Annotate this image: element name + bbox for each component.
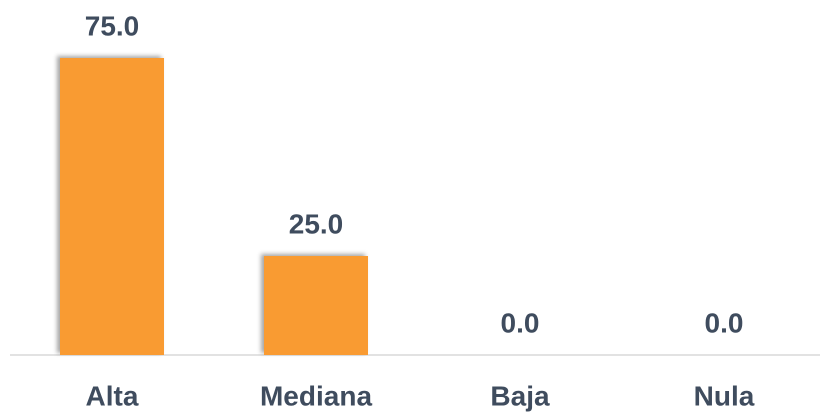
x-tick-label: Alta: [86, 380, 139, 411]
value-label: 0.0: [705, 307, 744, 338]
bar: [60, 58, 164, 355]
value-label: 75.0: [85, 10, 140, 41]
x-tick-label: Nula: [694, 380, 755, 411]
value-label: 0.0: [501, 307, 540, 338]
value-label: 25.0: [289, 208, 344, 239]
x-tick-label: Baja: [490, 380, 550, 411]
bar: [264, 256, 368, 355]
x-tick-label: Mediana: [260, 380, 372, 411]
